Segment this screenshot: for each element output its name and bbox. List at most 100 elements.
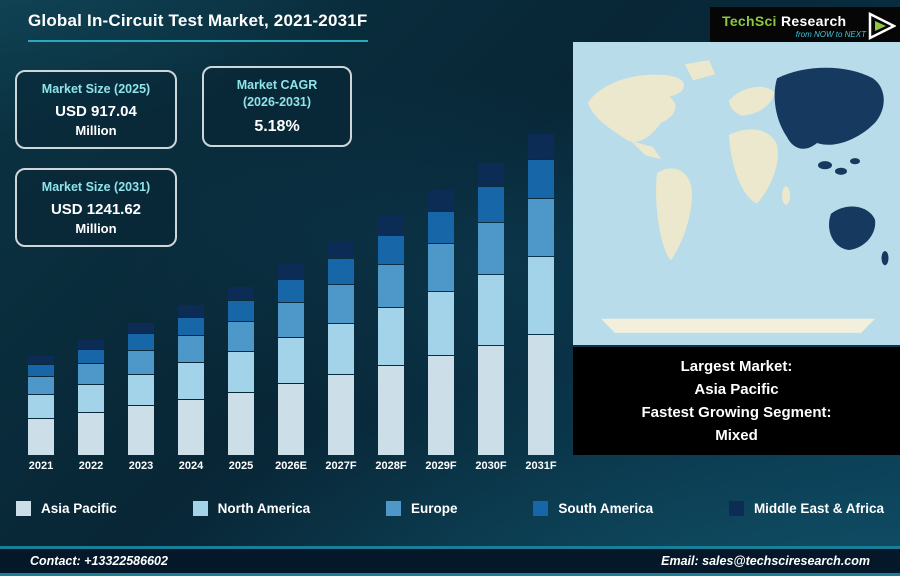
map-caption: Largest Market: Asia Pacific Fastest Gro… <box>573 347 900 455</box>
x-axis-label: 2024 <box>178 460 204 472</box>
x-axis-label: 2022 <box>78 460 104 472</box>
legend-swatch <box>533 501 549 516</box>
caption-line4: Mixed <box>715 427 758 445</box>
x-axis-label: 2031F <box>525 460 557 472</box>
bar-column <box>66 123 116 455</box>
x-axis-label: 2029F <box>425 460 457 472</box>
bar-segment <box>128 334 154 350</box>
logo-brand-primary: TechSci <box>722 13 777 29</box>
logo-arrow-icon <box>868 12 896 40</box>
stat-value: USD 917.04 <box>55 102 137 120</box>
bar-segment <box>278 383 304 455</box>
bar-segment <box>278 338 304 383</box>
bar-segment <box>78 340 104 349</box>
stat-value: USD 1241.62 <box>50 200 142 218</box>
stacked-bar <box>178 304 204 455</box>
legend-swatch <box>16 501 31 516</box>
bar-column <box>516 123 566 455</box>
bar-segment <box>528 134 554 160</box>
bar-segment <box>128 374 154 406</box>
bar-segment <box>328 375 354 455</box>
techsci-logo: TechSci Research from NOW to NEXT <box>710 7 900 45</box>
legend-item: South America <box>533 501 653 516</box>
bar-segment <box>328 241 354 258</box>
bar-segment <box>428 355 454 455</box>
stat-label: Market CAGR (2026-2031) <box>214 77 340 111</box>
bar-segment <box>178 363 204 399</box>
chart-legend: Asia Pacific North America Europe South Ame… <box>0 501 900 516</box>
stat-unit: Million <box>75 220 117 236</box>
legend-item: Middle East & Africa <box>728 501 884 516</box>
stat-label: Market Size (2025) <box>41 82 151 96</box>
bar-chart <box>16 123 566 455</box>
stacked-bar <box>128 323 154 455</box>
bar-column <box>316 123 366 455</box>
bar-segment <box>378 215 404 235</box>
bar-segment <box>428 190 454 211</box>
bar-segment <box>178 399 204 455</box>
stat-market-size-2025: Market Size (2025) USD 917.04 Million <box>15 70 177 149</box>
logo-tagline: from NOW to NEXT <box>795 30 866 39</box>
bar-segment <box>128 350 154 374</box>
footer-contact: Contact: +13322586602 <box>30 554 168 568</box>
stat-unit: Million <box>75 122 117 138</box>
stat-market-size-2031: Market Size (2031) USD 1241.62 Million <box>15 168 177 247</box>
x-axis-label: 2025 <box>228 460 254 472</box>
bar-segment <box>28 356 54 364</box>
bar-segment <box>228 352 254 392</box>
bar-column <box>166 123 216 455</box>
x-axis-label: 2026E <box>275 460 307 472</box>
world-map <box>573 42 900 345</box>
bar-segment <box>478 275 504 345</box>
bar-segment <box>378 264 404 308</box>
stacked-bar <box>28 356 54 455</box>
bar-column <box>116 123 166 455</box>
legend-label: South America <box>558 501 654 516</box>
footer-bar: Contact: +13322586602 Email: sales@techs… <box>0 546 900 576</box>
bar-segment <box>78 364 104 385</box>
caption-line3: Fastest Growing Segment: <box>641 404 832 421</box>
legend-label: Middle East & Africa <box>753 501 884 516</box>
bar-segment <box>278 279 304 303</box>
bar-segment <box>78 385 104 412</box>
bar-segment <box>228 286 254 301</box>
bar-segment <box>28 418 54 455</box>
stacked-bar <box>528 134 554 455</box>
stat-value: 5.18% <box>254 117 300 135</box>
stat-label-line1: Market CAGR <box>236 78 318 92</box>
bar-segment <box>78 412 104 455</box>
stacked-bar <box>478 163 504 455</box>
stacked-bar <box>228 286 254 455</box>
stacked-bar <box>328 241 354 455</box>
logo-brand: TechSci Research <box>722 13 866 29</box>
x-axis-labels: 2021 2022 2023 2024 2025 2026E 2027F 2028F 2029F… <box>16 460 566 472</box>
logo-brand-secondary: Research <box>780 13 847 29</box>
bar-segment <box>428 244 454 292</box>
bar-segment <box>228 321 254 352</box>
stacked-bar <box>278 263 304 455</box>
stat-label-line2: (2026-2031) <box>242 94 312 109</box>
caption-line1: Largest Market: <box>680 357 793 375</box>
bar-segment <box>378 308 404 365</box>
legend-label: North America <box>217 501 311 516</box>
footer-email: Email: sales@techsciresearch.com <box>661 554 870 568</box>
x-axis-label: 2030F <box>475 460 507 472</box>
bar-segment <box>178 336 204 363</box>
bar-segment <box>128 406 154 455</box>
caption-line2: Asia Pacific <box>694 380 779 398</box>
bar-segment <box>328 285 354 323</box>
x-axis-label: 2028F <box>375 460 407 472</box>
bar-segment <box>178 304 204 317</box>
legend-swatch <box>192 501 208 516</box>
bar-segment <box>478 222 504 275</box>
bar-segment <box>128 323 154 334</box>
legend-item: Asia Pacific <box>16 501 117 516</box>
bar-segment <box>78 349 104 364</box>
legend-swatch <box>385 501 401 516</box>
bar-segment <box>228 301 254 321</box>
bar-segment <box>478 345 504 455</box>
bar-segment <box>278 303 304 338</box>
legend-item: Europe <box>385 501 458 516</box>
world-map-svg <box>573 42 900 345</box>
stacked-bar <box>428 190 454 455</box>
